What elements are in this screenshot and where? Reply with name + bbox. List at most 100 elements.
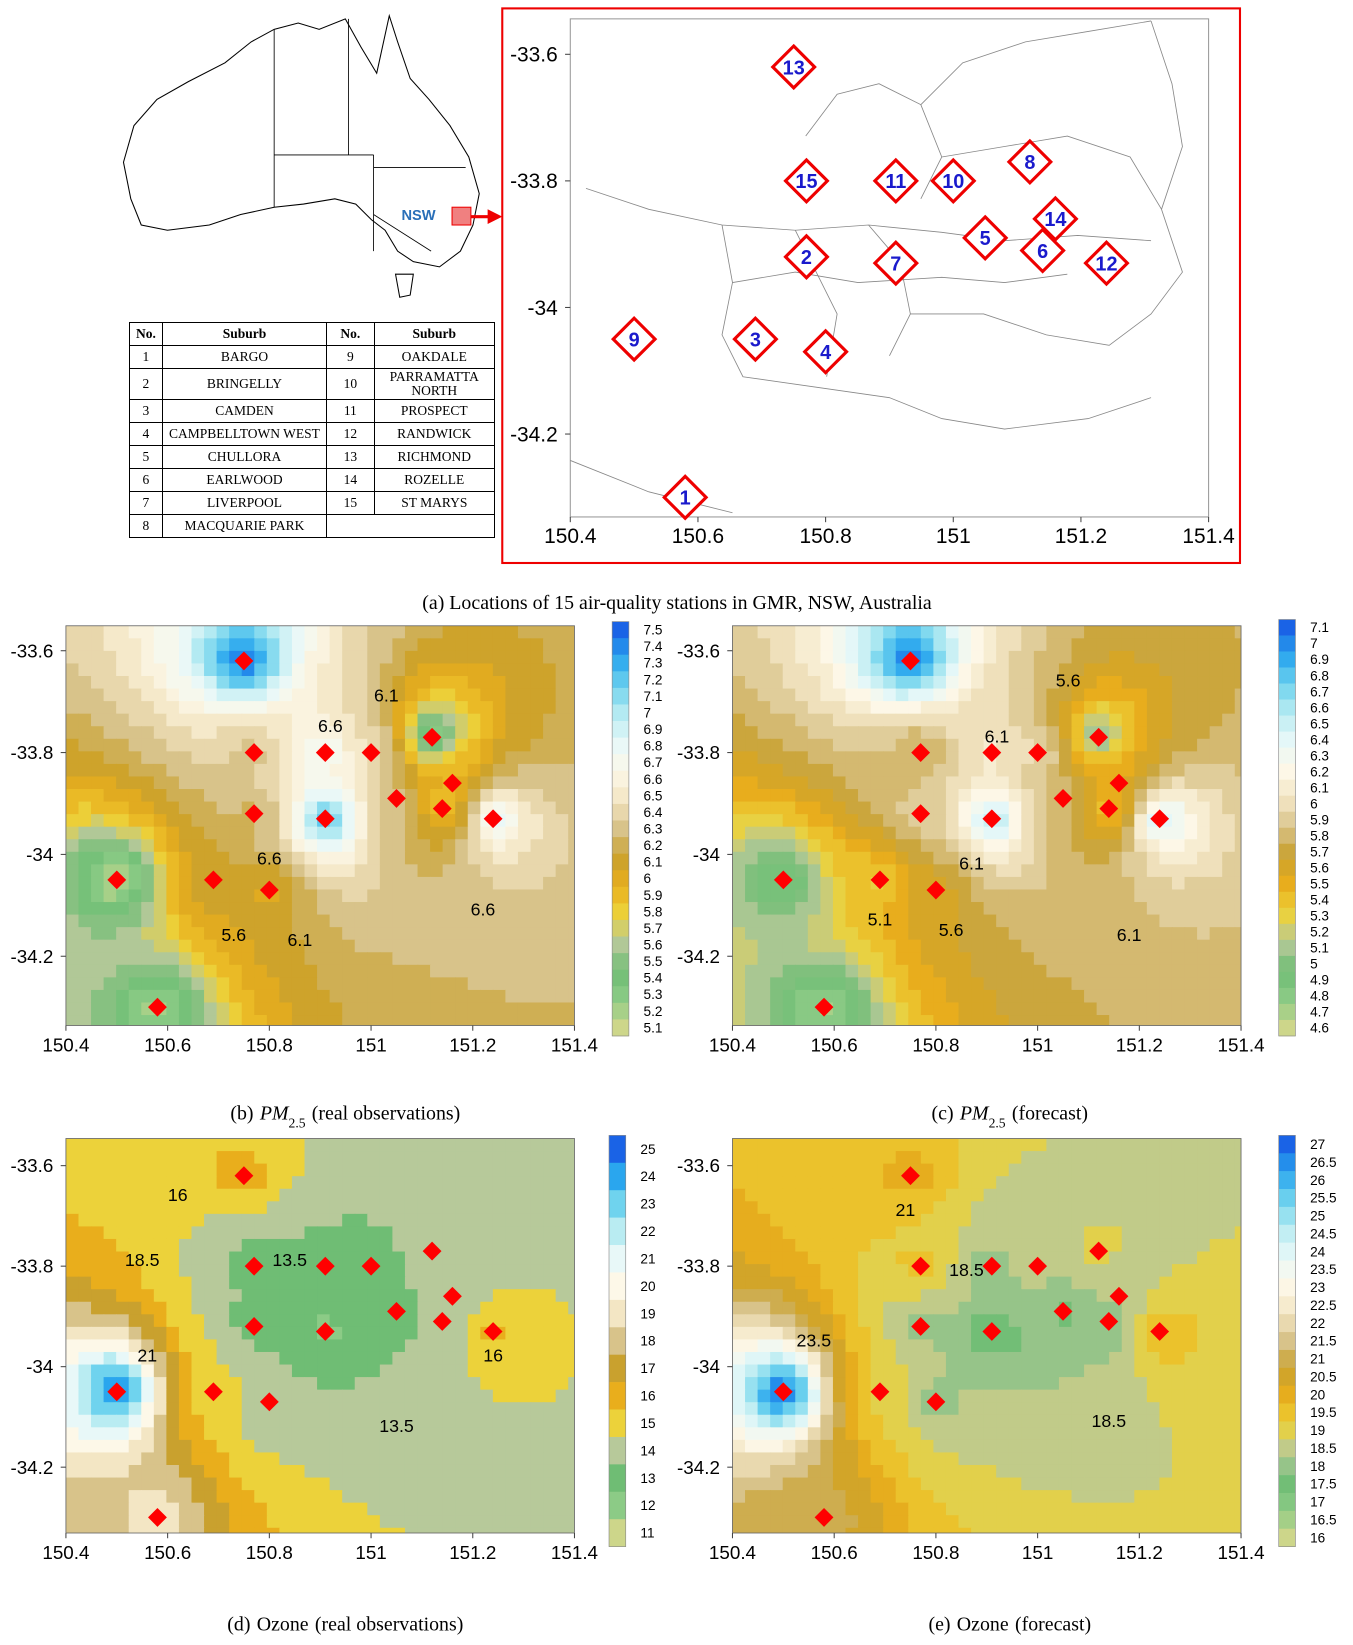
field-cell [443, 1465, 456, 1478]
field-cell [883, 864, 896, 877]
field-cell [91, 1339, 104, 1352]
field-cell [480, 1214, 493, 1227]
field-cell [959, 1289, 972, 1302]
field-cell [480, 714, 493, 727]
field-cell [1059, 839, 1072, 852]
field-cell [770, 714, 783, 727]
field-cell [556, 889, 569, 902]
field-cell [795, 1352, 808, 1365]
field-cell [732, 965, 745, 978]
field-cell [191, 1490, 204, 1503]
field-cell [531, 751, 544, 764]
field-cell [380, 751, 393, 764]
field-cell [946, 864, 959, 877]
x-tick-label: 150.8 [912, 1035, 959, 1056]
field-cell [820, 915, 833, 928]
field-cell [1185, 802, 1198, 815]
field-cell [556, 940, 569, 953]
field-cell [795, 1164, 808, 1177]
field-cell [305, 663, 318, 676]
field-cell [367, 977, 380, 990]
field-cell [129, 927, 142, 940]
field-cell [845, 915, 858, 928]
field-cell [1122, 952, 1135, 965]
field-cell [959, 1015, 972, 1028]
field-cell [1046, 1164, 1059, 1177]
field-cell [317, 1390, 330, 1403]
field-cell [317, 977, 330, 990]
field-cell [229, 676, 242, 689]
colorbar-label: 6.6 [1310, 700, 1329, 715]
field-cell [154, 1440, 167, 1453]
field-cell [1021, 952, 1034, 965]
field-cell [1185, 952, 1198, 965]
field-cell [1159, 1164, 1172, 1177]
field-cell [1222, 802, 1235, 815]
field-cell [1046, 839, 1059, 852]
field-cell [91, 1440, 104, 1453]
field-cell [116, 1503, 129, 1516]
field-cell [1072, 877, 1085, 890]
x-tick-label: 151.2 [449, 1542, 496, 1563]
field-cell [317, 1490, 330, 1503]
field-cell [933, 651, 946, 664]
field-cell [254, 638, 267, 651]
field-cell [543, 676, 556, 689]
field-cell [845, 751, 858, 764]
field-cell [1159, 839, 1172, 852]
field-cell [455, 839, 468, 852]
field-cell [116, 689, 129, 702]
field-cell [480, 789, 493, 802]
field-cell [166, 940, 179, 953]
field-cell [342, 1478, 355, 1491]
field-cell [292, 1365, 305, 1378]
field-cell [1097, 864, 1110, 877]
field-cell [129, 1415, 142, 1428]
field-cell [984, 864, 997, 877]
field-cell [732, 839, 745, 852]
field-cell [1021, 1151, 1034, 1164]
field-cell [783, 764, 796, 777]
field-cell [191, 965, 204, 978]
field-cell [1109, 902, 1122, 915]
field-cell [305, 990, 318, 1003]
field-cell [141, 1478, 154, 1491]
colorbar-box [612, 986, 629, 1003]
field-cell [531, 827, 544, 840]
field-cell [959, 701, 972, 714]
field-cell [556, 965, 569, 978]
field-cell [531, 1440, 544, 1453]
field-cell [254, 1289, 267, 1302]
field-cell [1147, 839, 1160, 852]
field-cell [217, 1314, 230, 1327]
field-cell [758, 689, 771, 702]
field-cell [1197, 1289, 1210, 1302]
field-cell [493, 990, 506, 1003]
field-cell [254, 990, 267, 1003]
field-cell [1009, 839, 1022, 852]
field-cell [204, 839, 217, 852]
field-cell [330, 1440, 343, 1453]
field-cell [66, 1452, 79, 1465]
colorbar-box [1279, 748, 1296, 764]
field-cell [1172, 764, 1185, 777]
field-cell [971, 726, 984, 739]
field-cell [179, 1440, 192, 1453]
field-cell [116, 927, 129, 940]
y-tick-label: -34.2 [677, 946, 720, 967]
field-cell [104, 889, 117, 902]
colorbar-label: 7.5 [644, 623, 663, 638]
field-cell [392, 1264, 405, 1277]
field-cell [154, 802, 167, 815]
field-cell [543, 626, 556, 639]
field-cell [1009, 852, 1022, 865]
field-cell [783, 701, 796, 714]
field-cell [66, 902, 79, 915]
field-cell [242, 877, 255, 890]
field-cell [871, 776, 884, 789]
field-cell [1134, 977, 1147, 990]
field-cell [455, 1365, 468, 1378]
field-cell [770, 701, 783, 714]
field-cell [166, 915, 179, 928]
field-cell [758, 663, 771, 676]
